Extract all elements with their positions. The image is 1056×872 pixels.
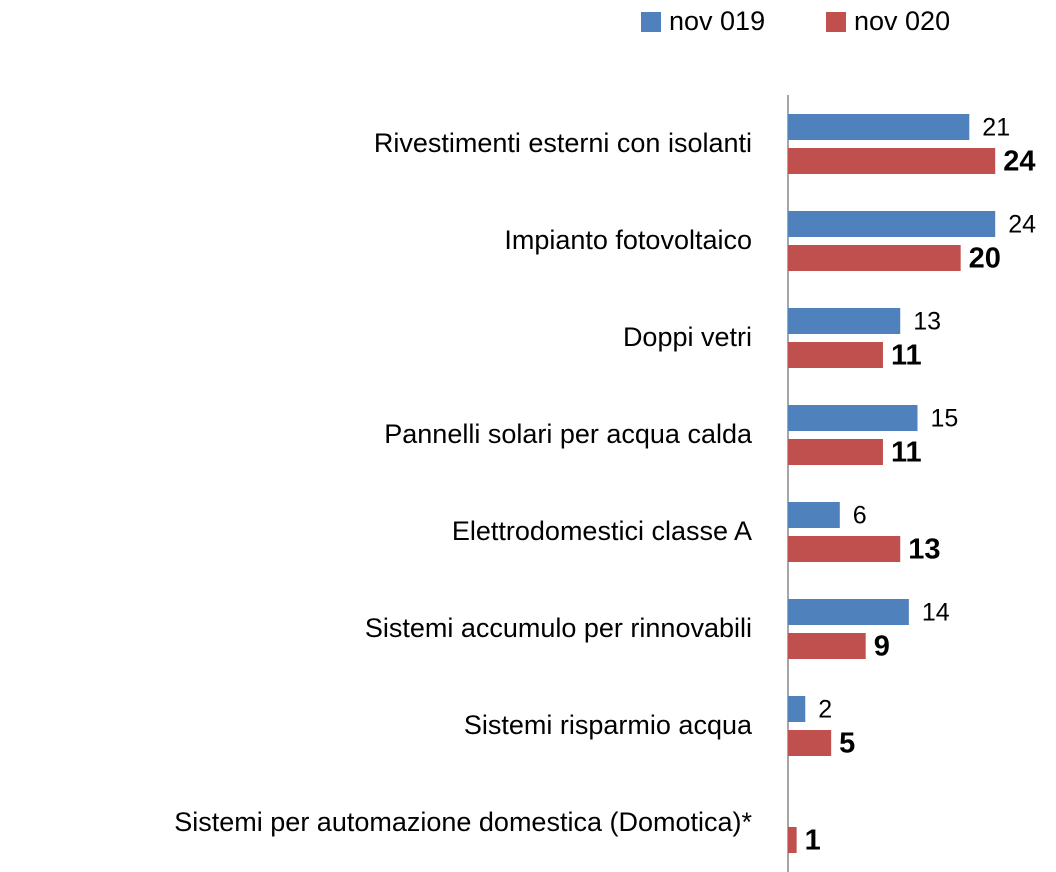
value-label: 5 — [839, 728, 855, 760]
legend-swatch — [641, 12, 661, 32]
value-label: 6 — [853, 502, 867, 530]
value-label: 21 — [982, 114, 1010, 142]
bar — [788, 696, 806, 722]
category-label: Doppi vetri — [623, 322, 752, 352]
value-label: 9 — [874, 631, 890, 663]
bar — [788, 114, 970, 140]
bar — [788, 730, 832, 756]
bar — [788, 827, 797, 853]
value-label: 2 — [818, 696, 832, 724]
category-label: Pannelli solari per acqua calda — [384, 419, 753, 449]
category-label: Sistemi per automazione domestica (Domot… — [174, 807, 752, 837]
value-label: 13 — [913, 308, 941, 336]
value-label: 24 — [1008, 211, 1036, 239]
value-label: 11 — [891, 437, 922, 469]
bar — [788, 148, 996, 174]
value-label: 1 — [805, 825, 821, 857]
bar — [788, 211, 996, 237]
value-label: 13 — [908, 534, 940, 566]
value-label: 15 — [931, 405, 959, 433]
legend-swatch — [826, 12, 846, 32]
value-label: 11 — [891, 340, 922, 372]
category-label: Sistemi accumulo per rinnovabili — [365, 613, 752, 643]
bar — [788, 633, 866, 659]
legend-label: nov 020 — [854, 6, 950, 36]
category-label: Rivestimenti esterni con isolanti — [374, 128, 752, 158]
bar — [788, 405, 918, 431]
value-label: 14 — [922, 599, 950, 627]
bar — [788, 308, 901, 334]
legend-label: nov 019 — [669, 6, 765, 36]
category-label: Sistemi risparmio acqua — [464, 710, 753, 740]
value-label: 24 — [1003, 146, 1035, 178]
bar — [788, 439, 883, 465]
value-label: 20 — [969, 243, 1001, 275]
bar — [788, 536, 901, 562]
category-label: Impianto fotovoltaico — [504, 225, 752, 255]
bar — [788, 502, 840, 528]
bar — [788, 599, 909, 625]
bar — [788, 245, 961, 271]
category-label: Elettrodomestici classe A — [452, 516, 752, 546]
bar — [788, 342, 883, 368]
